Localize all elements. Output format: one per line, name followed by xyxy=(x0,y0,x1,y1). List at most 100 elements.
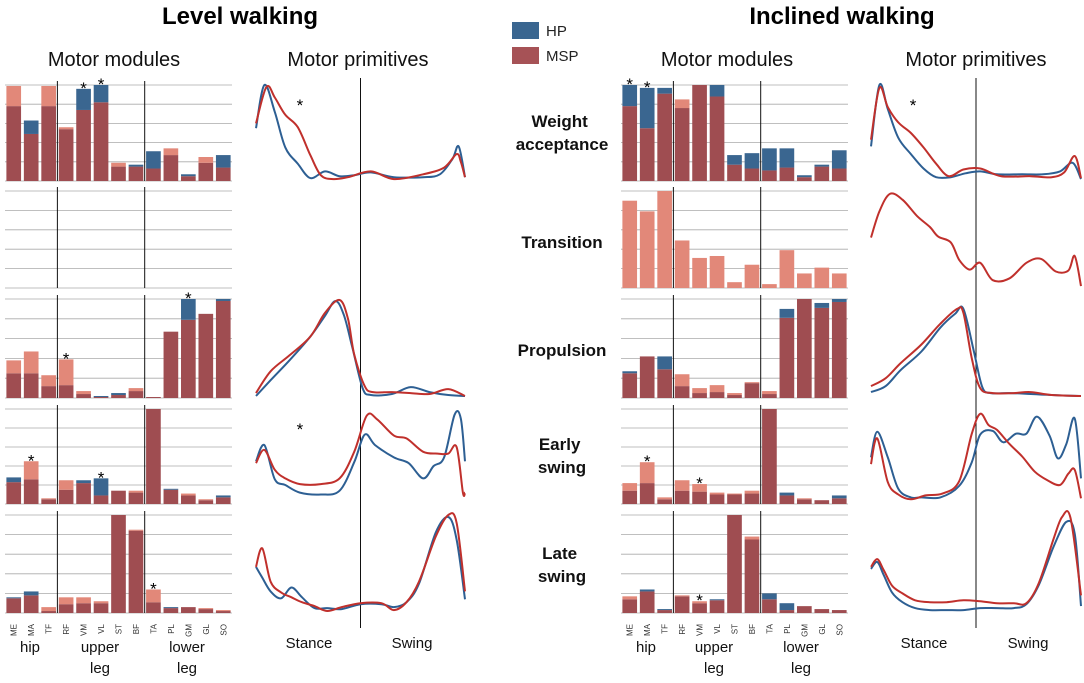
subtitle-primitives-level: Motor primitives xyxy=(287,49,428,71)
tick-label-GM: GM xyxy=(800,624,809,637)
bar-hp-MA xyxy=(639,87,655,129)
legend-swatch-hp xyxy=(512,22,539,39)
bar-overlap-TA xyxy=(146,409,161,504)
bar-msp-RF xyxy=(674,99,690,109)
bar-msp-ME xyxy=(6,85,22,107)
bar-hp-VL xyxy=(93,478,109,496)
bar-overlap-GL xyxy=(198,500,214,504)
significance-star: * xyxy=(63,349,70,368)
tick-label-BF: BF xyxy=(748,624,757,634)
row-label-propulsion: Propulsion xyxy=(518,341,607,360)
bar-overlap-SO xyxy=(831,610,847,613)
bar-overlap-VM xyxy=(76,109,91,181)
bar-msp-VM xyxy=(76,391,91,395)
bar-hp-MA xyxy=(23,120,39,134)
bar-msp-TF xyxy=(41,607,56,612)
bar-overlap-GL xyxy=(814,307,830,398)
bar-msp-SO xyxy=(831,273,847,288)
significance-star: * xyxy=(297,96,304,115)
bar-overlap-TF xyxy=(41,611,56,613)
line-msp xyxy=(255,412,466,497)
tick-label-GL: GL xyxy=(202,623,211,634)
row-label-transition-l1: Transition xyxy=(521,233,602,252)
bar-overlap-TA xyxy=(762,409,777,504)
bar-overlap-MA xyxy=(23,133,39,181)
line-hp xyxy=(870,519,1082,612)
bar-overlap-MA xyxy=(23,373,39,398)
bar-overlap-BF xyxy=(744,383,760,398)
line-msp xyxy=(870,306,1082,397)
bar-msp-ME xyxy=(622,596,638,600)
bar-overlap-ST xyxy=(111,395,126,398)
bar-msp-GL xyxy=(814,267,830,288)
bar-msp-GM xyxy=(797,273,812,288)
bar-hp-TA xyxy=(146,151,161,169)
bar-msp-VL xyxy=(709,492,725,495)
line-hp xyxy=(870,305,1082,397)
bar-overlap-SO xyxy=(215,300,231,398)
bar-overlap-GM xyxy=(797,177,812,181)
bar-overlap-ME xyxy=(622,373,638,398)
tick-label-VM: VM xyxy=(696,624,705,636)
bar-hp-ME xyxy=(6,477,22,483)
bar-hp-GM xyxy=(797,175,812,178)
tick-label-ST: ST xyxy=(115,624,124,634)
bar-hp-ME xyxy=(622,85,638,107)
bar-hp-GM xyxy=(181,299,196,320)
bar-hp-ST xyxy=(111,393,126,396)
bar-overlap-SO xyxy=(215,497,231,504)
row-label-weight-acceptance-l2: acceptance xyxy=(516,135,609,154)
bar-msp-MA xyxy=(23,351,39,374)
bar-overlap-PL xyxy=(779,317,795,398)
row-label-early-swing: Early swing xyxy=(538,435,586,477)
bar-msp-RF xyxy=(674,374,690,387)
bar-overlap-ST xyxy=(727,395,742,398)
tick-label-VM: VM xyxy=(80,624,89,636)
row-label-late-swing: Late swing xyxy=(538,544,586,586)
bar-overlap-PL xyxy=(163,155,179,181)
tick-label-SO: SO xyxy=(219,624,228,636)
bar-hp-PL xyxy=(779,148,795,168)
bar-msp-RF xyxy=(674,240,690,288)
bar-hp-PL xyxy=(779,492,795,496)
bar-overlap-RF xyxy=(58,604,74,613)
bar-overlap-GM xyxy=(797,499,812,504)
bar-msp-GM xyxy=(181,493,196,496)
bar-overlap-SO xyxy=(831,498,847,504)
line-msp xyxy=(870,412,1082,501)
bar-hp-SO xyxy=(831,299,847,302)
line-msp xyxy=(255,84,466,181)
bar-hp-MA xyxy=(23,591,39,596)
bar-hp-GM xyxy=(181,174,196,177)
bar-overlap-TF xyxy=(657,499,672,504)
bar-overlap-BF xyxy=(128,166,144,181)
group-label-upper-leg-level: leg xyxy=(90,660,110,677)
line-msp xyxy=(870,85,1082,179)
bar-msp-TA xyxy=(146,589,161,603)
phase-label-stance-level: Stance xyxy=(286,635,333,652)
bar-msp-TF xyxy=(657,497,672,500)
bottom-labels: hip upper leg lower leg Stance Swing hip… xyxy=(20,635,1048,677)
bar-hp-PL xyxy=(163,607,179,609)
bar-hp-SO xyxy=(831,150,847,169)
significance-star: * xyxy=(644,78,651,97)
phase-label-stance-inclined: Stance xyxy=(901,635,948,652)
tick-label-MA: MA xyxy=(27,623,36,636)
row-label-transition: Transition xyxy=(521,233,602,252)
bar-overlap-GL xyxy=(198,609,214,613)
bar-overlap-VL xyxy=(709,392,725,398)
bar-msp-ST xyxy=(727,282,742,288)
bar-overlap-VM xyxy=(76,394,91,398)
bar-overlap-TA xyxy=(762,170,777,181)
bar-msp-BF xyxy=(744,490,760,494)
bar-hp-BF xyxy=(128,164,144,167)
bar-msp-TF xyxy=(41,85,56,107)
bar-overlap-MA xyxy=(639,591,655,613)
legend-label-msp: MSP xyxy=(546,48,579,65)
group-label-hip-level: hip xyxy=(20,639,40,656)
significance-star: * xyxy=(98,75,105,94)
bar-overlap-MA xyxy=(23,595,39,613)
bar-msp-ME xyxy=(622,483,638,491)
bar-overlap-MA xyxy=(639,483,655,504)
bar-overlap-VM xyxy=(692,85,707,181)
